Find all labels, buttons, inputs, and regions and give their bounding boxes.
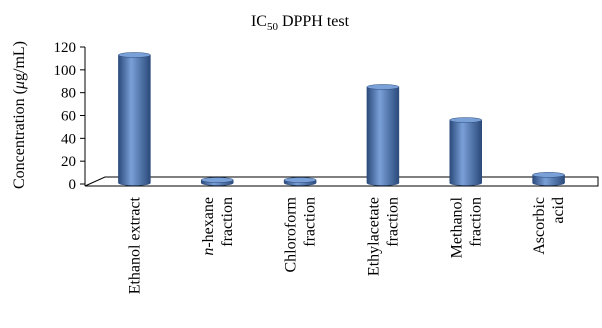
- x-tick-label-ascorbic-acid: acid: [550, 197, 567, 224]
- x-tick-label-ethylacetate-fraction: fraction: [384, 197, 401, 247]
- bar-ascorbic-acid: [532, 172, 565, 186]
- bar-body: [532, 174, 565, 186]
- bar-n-hexane-fraction: [201, 177, 234, 186]
- y-tick-label: 80: [61, 86, 76, 102]
- y-tick-label: 0: [69, 177, 77, 193]
- x-tick-label-ethylacetate-fraction: Ethylacetate: [365, 197, 382, 276]
- y-tick-label: 120: [54, 40, 77, 56]
- chart-floor: [84, 176, 599, 187]
- bar-body: [449, 119, 482, 186]
- bar-chloroform-fraction: [283, 177, 317, 186]
- bar-body: [366, 86, 400, 186]
- y-tick-label: 20: [61, 154, 76, 170]
- bar-body: [118, 54, 151, 186]
- bar-ethylacetate-fraction: [366, 84, 400, 186]
- bar-top: [532, 172, 565, 178]
- x-tick-label-chloroform-fraction: fraction: [302, 197, 319, 247]
- y-tick-label: 100: [54, 63, 77, 79]
- bar-top: [283, 177, 317, 183]
- x-tick-label-n-hexane-fraction: fraction: [219, 197, 236, 247]
- bar-top: [118, 52, 151, 58]
- y-tick-label: 40: [61, 131, 76, 147]
- y-axis-label: Concentration (μg/mL): [11, 41, 28, 189]
- bar-ethanol-extract: [118, 52, 151, 186]
- bar-top: [449, 117, 482, 123]
- y-tick-label: 60: [61, 109, 76, 125]
- x-tick-label-ethanol-extract: Ethanol extract: [126, 196, 143, 294]
- x-tick-label-methanol-fraction: fraction: [467, 197, 484, 247]
- chart-title: IC50 DPPH test: [251, 13, 350, 33]
- x-tick-label-n-hexane-fraction: n-hexane: [200, 197, 217, 256]
- bar-methanol-fraction: [449, 117, 482, 186]
- bar-top: [366, 84, 400, 90]
- x-tick-label-chloroform-fraction: Chloroform: [283, 196, 300, 272]
- x-tick-label-methanol-fraction: Methanol: [448, 196, 465, 258]
- x-tick-label-ascorbic-acid: Ascorbic: [531, 197, 548, 255]
- bar-top: [201, 177, 234, 183]
